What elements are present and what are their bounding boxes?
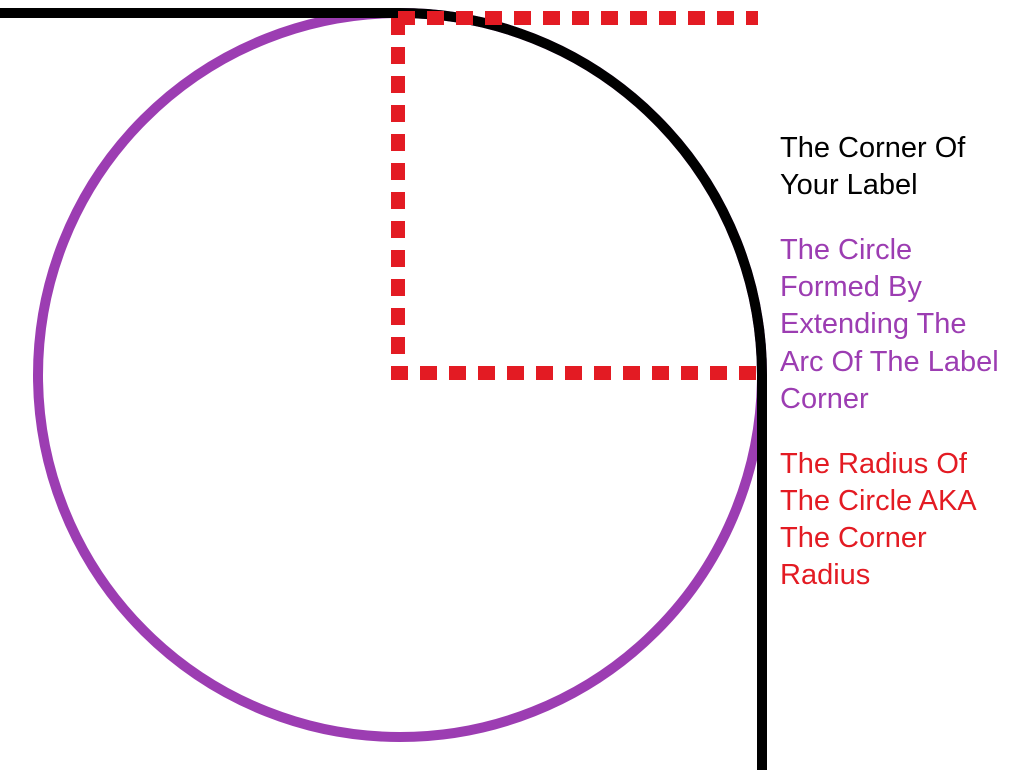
legend-item-corner: The Corner Of Your Label <box>780 130 1010 204</box>
legend-item-radius: The Radius Of The Circle AKA The Corner … <box>780 446 1010 594</box>
radius-box-path <box>398 18 758 373</box>
diagram-container: The Corner Of Your Label The Circle Form… <box>0 0 1019 770</box>
label-corner-path <box>0 13 762 770</box>
legend-item-circle: The Circle Formed By Extending The Arc O… <box>780 232 1010 418</box>
legend: The Corner Of Your Label The Circle Form… <box>780 130 1010 622</box>
